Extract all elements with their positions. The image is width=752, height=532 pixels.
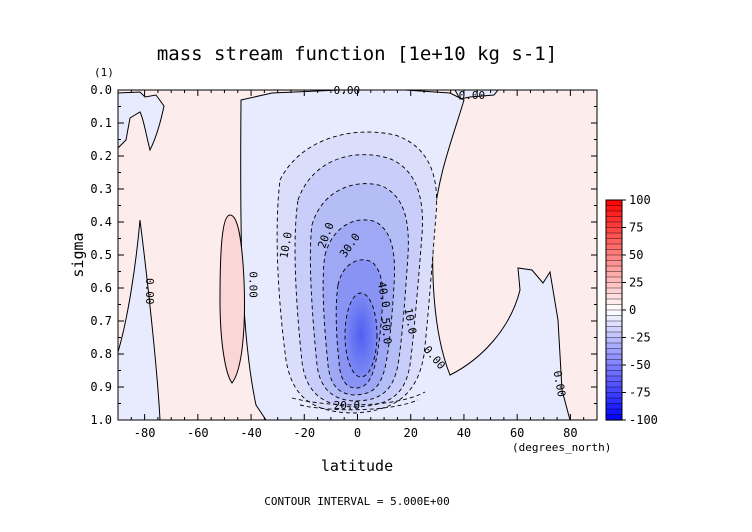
colorbar-label: 100 <box>629 193 651 207</box>
y-tick-label: 0.7 <box>90 314 112 328</box>
contour-label: 40.0 <box>375 281 392 309</box>
colorbar-label: -50 <box>629 358 651 372</box>
bottom-dashed-contour-2 <box>291 391 426 406</box>
y-tick-label: 0.1 <box>90 116 112 130</box>
colorbar-step <box>605 408 623 416</box>
colorbar-step <box>605 353 623 361</box>
colorbar-step <box>605 359 623 366</box>
colorbar-step <box>605 375 623 383</box>
colorbar-label: 0 <box>629 303 636 317</box>
contour-label: 10.0 <box>277 231 294 259</box>
colorbar-step <box>605 271 623 278</box>
contour-field <box>118 90 597 420</box>
positive-patch <box>219 214 245 384</box>
colorbar-step <box>605 298 623 306</box>
x-tick-label: -60 <box>187 426 209 440</box>
negative-patch-top <box>454 90 499 100</box>
colorbar-step <box>605 381 623 388</box>
colorbar-label: 75 <box>629 221 643 235</box>
contour-interval-footer: CONTOUR INTERVAL = 5.000E+00 <box>264 495 449 508</box>
colorbar: 100 75 50 25 0 -25 -50 -75 -100 <box>605 193 658 427</box>
x-tick-label: 80 <box>563 426 577 440</box>
colorbar-step <box>605 238 623 245</box>
colorbar-step <box>605 348 623 355</box>
negative-core <box>344 292 378 378</box>
contour-label: 0.00 <box>459 89 486 102</box>
contour-label: 0.00 <box>334 84 361 97</box>
contour-label: 0.00 <box>551 370 568 398</box>
colorbar-label: -25 <box>629 331 651 345</box>
colorbar-label: 50 <box>629 248 643 262</box>
x-tick-label: 40 <box>457 426 471 440</box>
y-tick-label: 0.0 <box>90 83 112 97</box>
colorbar-step <box>605 287 623 295</box>
y-units-label: (1) <box>94 66 114 79</box>
x-tick-label: 60 <box>510 426 524 440</box>
x-tick-label: -20 <box>293 426 315 440</box>
negative-patch-southwest <box>118 219 161 420</box>
colorbar-step <box>605 326 623 333</box>
colorbar-step <box>605 282 623 289</box>
colorbar-step <box>605 265 623 273</box>
colorbar-step <box>605 227 623 234</box>
x-tick-label: 0 <box>354 426 361 440</box>
colorbar-step <box>605 370 623 377</box>
colorbar-step <box>605 403 623 410</box>
y-tick-label: 0.3 <box>90 182 112 196</box>
colorbar-step <box>605 342 623 350</box>
colorbar-step <box>605 304 623 311</box>
colorbar-step <box>605 249 623 256</box>
y-tick-label: 0.4 <box>90 215 112 229</box>
y-tick-label: 0.8 <box>90 347 112 361</box>
contour-label: 0.00 <box>143 278 156 305</box>
x-tick-label: 20 <box>403 426 417 440</box>
x-axis: -80 -60 -40 -20 0 20 40 60 80 <box>117 90 598 440</box>
y-tick-label: 0.5 <box>90 248 112 262</box>
negative-patch-northwest <box>118 91 165 152</box>
colorbar-step <box>605 320 623 328</box>
contour-label: 50.0 <box>379 317 394 345</box>
colorbar-step <box>605 260 623 267</box>
colorbar-label: -75 <box>629 386 651 400</box>
colorbar-step <box>605 386 623 394</box>
x-tick-label: -40 <box>240 426 262 440</box>
colorbar-step <box>605 309 623 317</box>
y-axis: 0.0 0.1 0.2 0.3 0.4 0.5 0.6 0.7 0.8 0.9 1.0 <box>90 83 597 427</box>
colorbar-step <box>605 293 623 300</box>
contour-label: 10.0 <box>402 307 419 335</box>
chart-title: mass stream function [1e+10 kg s-1] <box>157 43 557 65</box>
colorbar-step <box>605 364 623 372</box>
colorbar-step <box>605 221 623 229</box>
x-axis-title: latitude <box>321 457 393 475</box>
colorbar-label: 25 <box>629 276 643 290</box>
colorbar-step <box>605 216 623 223</box>
colorbar-step <box>605 315 623 322</box>
x-units-label: (degrees_north) <box>512 441 611 454</box>
y-tick-label: 1.0 <box>90 413 112 427</box>
colorbar-step <box>605 210 623 218</box>
x-tick-label: -80 <box>134 426 156 440</box>
contour-label: 0.00 <box>247 271 260 298</box>
colorbar-label: -100 <box>629 413 658 427</box>
colorbar-step <box>605 243 623 251</box>
colorbar-step <box>605 254 623 262</box>
colorbar-step <box>605 205 623 212</box>
y-axis-title: sigma <box>69 232 87 277</box>
colorbar-step <box>605 199 623 207</box>
colorbar-step <box>605 331 623 339</box>
colorbar-step <box>605 397 623 405</box>
bottom-dashed-contour <box>299 399 419 411</box>
colorbar-step <box>605 337 623 344</box>
y-tick-label: 0.2 <box>90 149 112 163</box>
colorbar-step <box>605 232 623 240</box>
colorbar-step <box>605 392 623 399</box>
y-tick-label: 0.6 <box>90 281 112 295</box>
y-tick-label: 0.9 <box>90 380 112 394</box>
contour-label: 20.0 <box>334 399 361 412</box>
colorbar-step <box>605 276 623 284</box>
